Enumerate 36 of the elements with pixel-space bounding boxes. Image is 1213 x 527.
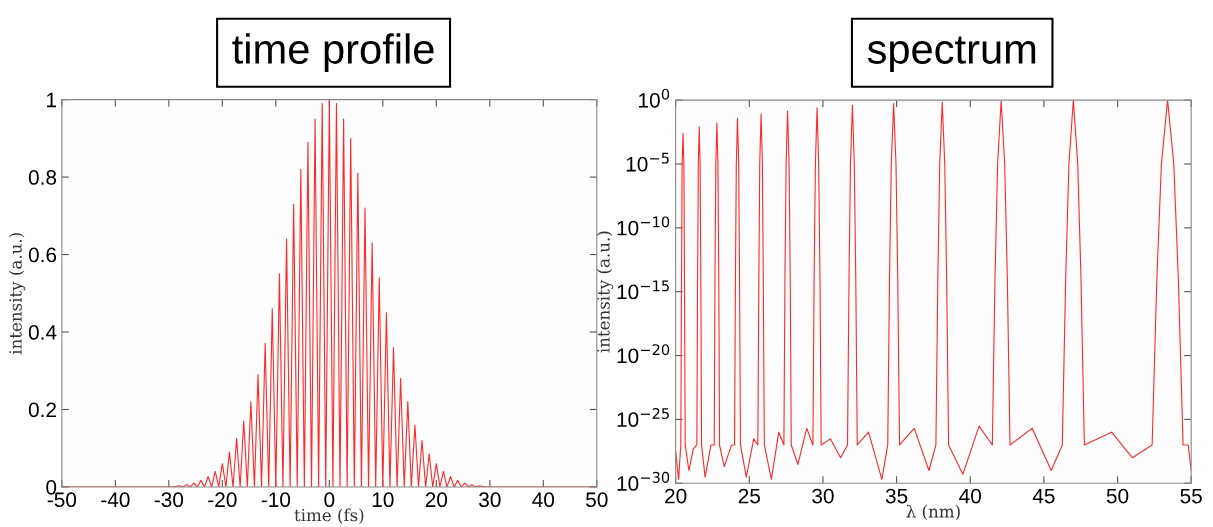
y-tick-label: 10$^{−15}$ xyxy=(617,280,669,300)
x-tick-label: 0 xyxy=(324,492,335,508)
x-tick-label: 10 xyxy=(372,492,394,508)
y-tick-label: 1 xyxy=(47,92,56,108)
x-tick-label: 20 xyxy=(665,488,687,504)
x-tick-label: 30 xyxy=(479,492,501,508)
x-tick-label: 40 xyxy=(532,492,555,508)
x-tick-label: -20 xyxy=(208,492,237,508)
x-tick-label: 55 xyxy=(1180,488,1202,504)
chart-title: time profile xyxy=(232,33,434,73)
y-tick-label: 10$^{0}$ xyxy=(639,88,670,108)
x-tick-label: 50 xyxy=(586,492,608,508)
x-tick-label: 40 xyxy=(959,488,981,504)
y-tick-label: 0.8 xyxy=(28,170,57,185)
x-tick-label: -40 xyxy=(101,492,130,508)
x-tick-label: -10 xyxy=(261,492,291,508)
y-tick-label: 10$^{−5}$ xyxy=(626,152,669,172)
x-tick-label: 45 xyxy=(1032,488,1055,504)
x-axis-title: time (fs) xyxy=(294,508,364,524)
x-tick-label: 20 xyxy=(425,492,448,508)
x-tick-label: 35 xyxy=(885,488,908,504)
y-tick-label: 10$^{−25}$ xyxy=(617,407,669,427)
y-tick-label: 0.4 xyxy=(28,325,57,340)
x-tick-label: 50 xyxy=(1106,488,1129,504)
chart-title: spectrum xyxy=(867,36,1036,73)
y-tick-label: 0.6 xyxy=(28,247,57,263)
x-axis-title: λ (nm) xyxy=(906,504,960,521)
y-axis-title: intensity (a.u.) xyxy=(596,231,614,353)
line-series xyxy=(675,100,1192,480)
x-tick-label: 25 xyxy=(738,488,760,504)
x-tick-label: 30 xyxy=(812,488,834,504)
x-tick-label: -30 xyxy=(154,492,184,508)
y-tick-label: 10$^{−10}$ xyxy=(617,216,670,236)
y-tick-label: 0.2 xyxy=(28,402,56,418)
y-axis-title: intensity (a.u.) xyxy=(8,233,26,355)
y-tick-label: 10$^{−20}$ xyxy=(617,344,670,364)
